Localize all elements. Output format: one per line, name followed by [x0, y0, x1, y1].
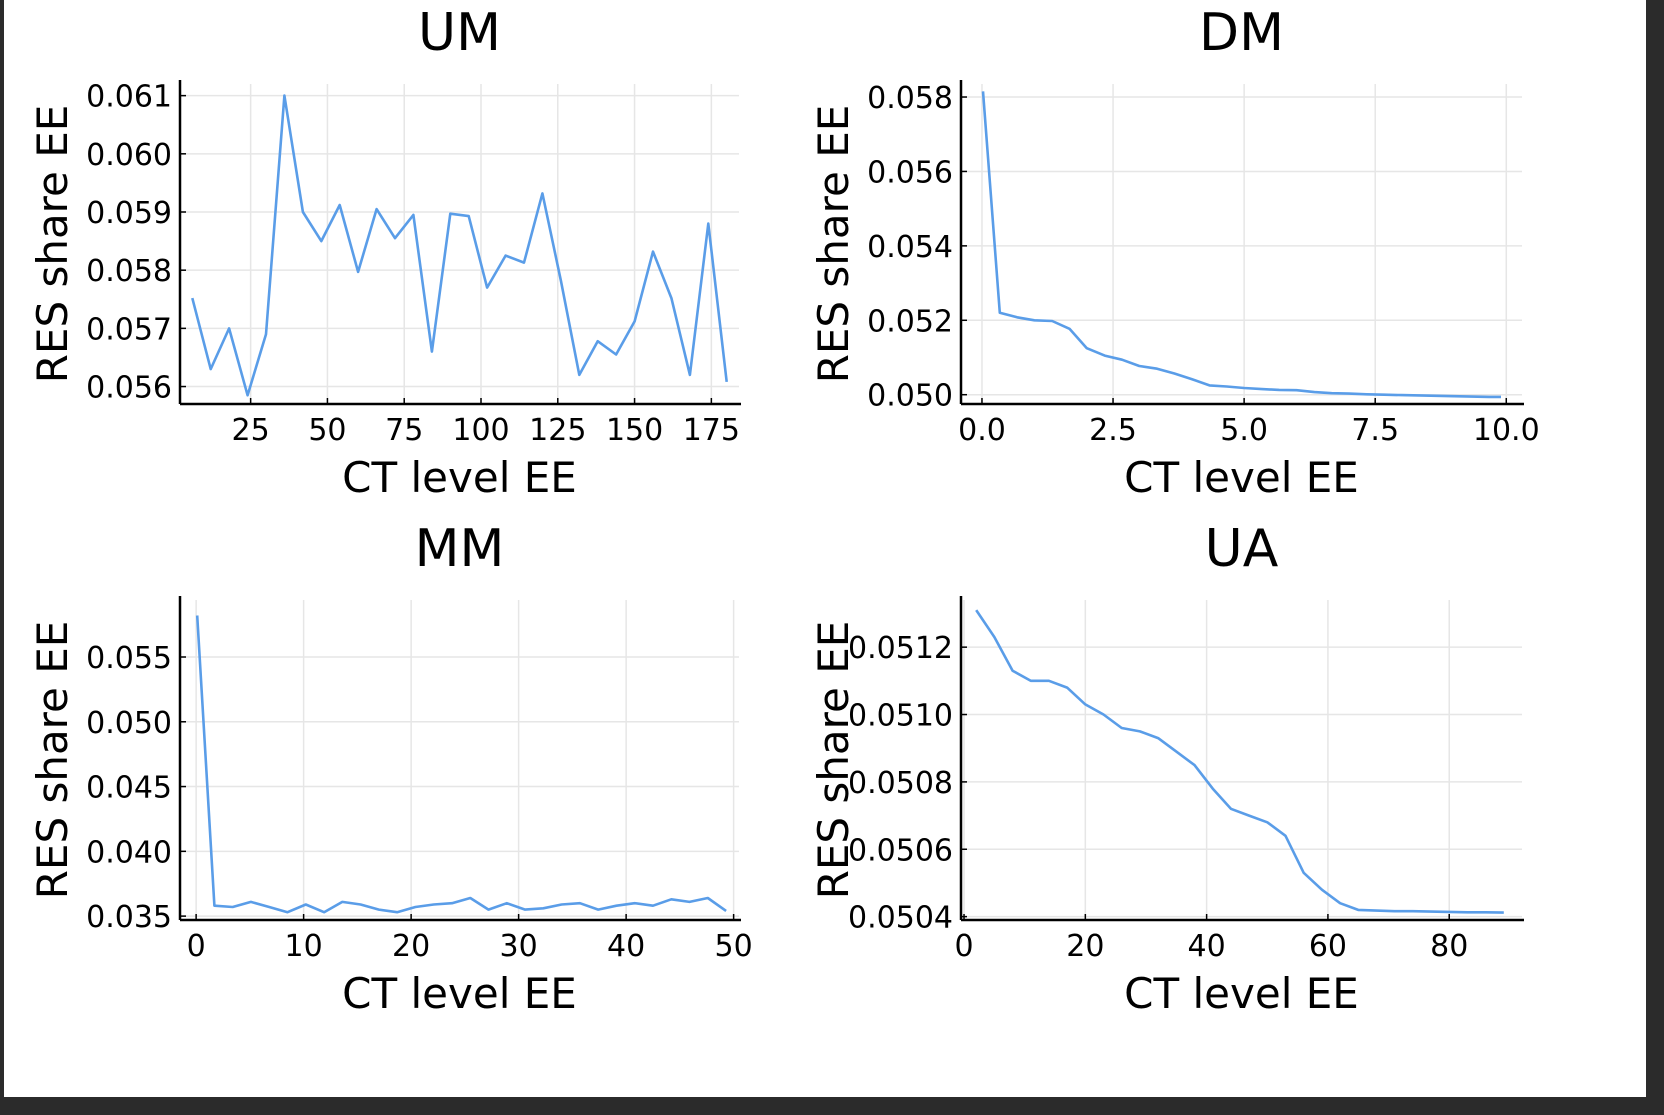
x-tick-label: 30 — [500, 929, 538, 964]
x-tick-label: 20 — [392, 929, 430, 964]
x-tick-label: 0 — [187, 929, 206, 964]
y-tick-label: 0.059 — [86, 196, 172, 231]
subplot-title: UM — [418, 3, 501, 63]
x-tick-label: 10 — [285, 929, 323, 964]
x-axis-label: CT level EE — [342, 969, 577, 1018]
series-line — [981, 91, 1501, 399]
x-tick-label: 150 — [606, 413, 663, 448]
x-axis-label: CT level EE — [1124, 969, 1359, 1018]
x-axis-label: CT level EE — [1124, 453, 1359, 502]
x-tick-label: 10.0 — [1473, 413, 1540, 448]
x-tick-label: 0.0 — [958, 413, 1006, 448]
x-tick-label: 7.5 — [1351, 413, 1399, 448]
y-tick-label: 0.045 — [86, 771, 172, 806]
y-tick-label: 0.050 — [867, 379, 953, 414]
y-tick-label: 0.050 — [86, 706, 172, 741]
y-axis-label: RES share EE — [809, 621, 858, 900]
x-tick-label: 40 — [1188, 929, 1226, 964]
subplot-ua: 0 20 40 60 80 0.0504 0.0506 0.0508 0.0510 0.0512 U… — [809, 519, 1524, 1018]
y-tick-label: 0.056 — [867, 155, 953, 190]
x-tick-label: 80 — [1430, 929, 1468, 964]
subplot-title: MM — [415, 519, 505, 579]
y-tick-label: 0.058 — [86, 254, 172, 289]
subplot-title: DM — [1199, 3, 1284, 63]
y-tick-label: 0.061 — [86, 80, 172, 115]
y-tick-label: 0.0510 — [848, 699, 953, 734]
series-line — [191, 94, 728, 397]
y-tick-label: 0.056 — [86, 371, 172, 406]
y-tick-label: 0.052 — [867, 304, 953, 339]
x-tick-label: 0 — [954, 929, 973, 964]
y-axis-label: RES share EE — [28, 621, 77, 900]
x-tick-label: 175 — [683, 413, 740, 448]
subplot-um: 25 50 75 100 125 150 175 0.056 0.057 0.058 0.059 0.… — [28, 3, 741, 502]
y-tick-label: 0.040 — [86, 835, 172, 870]
x-tick-label: 40 — [607, 929, 645, 964]
x-tick-label: 5.0 — [1220, 413, 1268, 448]
x-tick-label: 20 — [1066, 929, 1104, 964]
chart-svg: 25 50 75 100 125 150 1750.0560.0570.0580.0590.… — [28, 3, 1540, 1018]
series-line — [975, 609, 1504, 914]
y-tick-label: 0.0504 — [848, 901, 953, 936]
x-tick-label: 2.5 — [1089, 413, 1137, 448]
y-tick-label: 0.0508 — [848, 766, 953, 801]
figure: 25 50 75 100 125 150 175 0.056 0.057 0.058 0.059 0.… — [4, 0, 1646, 1097]
x-tick-label: 100 — [452, 413, 509, 448]
y-tick-label: 0.0506 — [848, 833, 953, 868]
y-tick-label: 0.060 — [86, 138, 172, 173]
x-tick-label: 25 — [232, 413, 270, 448]
y-tick-label: 0.054 — [867, 230, 953, 265]
x-axis-label: CT level EE — [342, 453, 577, 502]
x-tick-label: 50 — [715, 929, 753, 964]
y-tick-label: 0.035 — [86, 900, 172, 935]
x-tick-label: 125 — [529, 413, 586, 448]
y-tick-label: 0.058 — [867, 81, 953, 116]
y-axis-label: RES share EE — [809, 105, 858, 384]
subplot-dm: 0.0 2.5 5.0 7.5 10.0 0.050 0.052 0.054 0.056 0.05… — [809, 3, 1540, 502]
y-tick-label: 0.0512 — [848, 631, 953, 666]
subplot-title: UA — [1205, 519, 1279, 579]
x-tick-label: 60 — [1309, 929, 1347, 964]
x-tick-label: 75 — [385, 413, 423, 448]
x-tick-label: 50 — [308, 413, 346, 448]
y-axis-label: RES share EE — [28, 105, 77, 384]
y-tick-label: 0.057 — [86, 312, 172, 347]
y-tick-label: 0.055 — [86, 641, 172, 676]
series-line — [195, 615, 727, 914]
subplot-mm: 0 10 20 30 40 50 0.035 0.040 0.045 0.050 0.055 MM CT… — [28, 519, 753, 1018]
